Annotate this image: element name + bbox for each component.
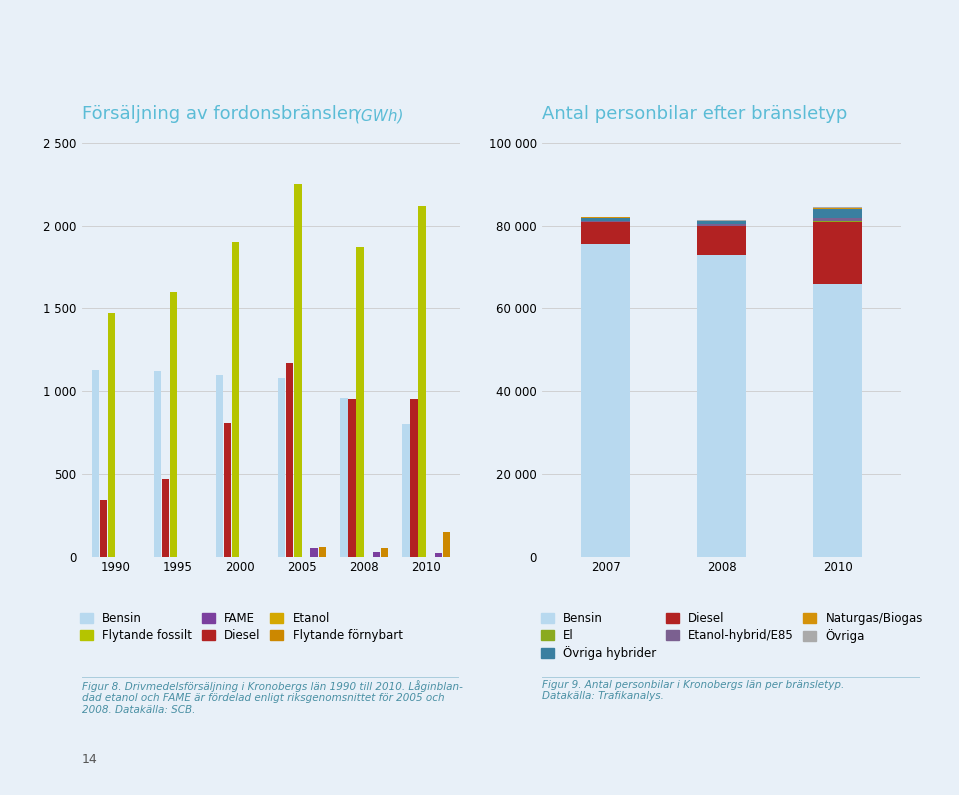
Bar [581,221,630,222]
Bar [697,254,746,556]
Bar [443,532,450,556]
Legend: Bensin, Flytande fossilt, FAME, Diesel, Etanol, Flytande förnybart: Bensin, Flytande fossilt, FAME, Diesel, … [80,612,403,642]
Bar [348,399,356,556]
Text: Antal personbilar efter bränsletyp: Antal personbilar efter bränsletyp [542,105,847,123]
Bar [286,363,293,556]
Bar [813,218,862,222]
Bar [813,284,862,556]
Bar [294,184,301,556]
Bar [581,222,630,244]
Bar [410,399,418,556]
Bar [278,378,286,556]
Bar [318,547,326,556]
Bar [162,479,170,556]
Bar [154,371,161,556]
Bar [403,425,409,556]
Bar [418,206,426,556]
Bar [813,207,862,209]
Bar [697,226,746,254]
Bar [92,370,99,556]
Bar [813,209,862,218]
Legend: Bensin, El, Övriga hybrider, Diesel, Etanol-hybrid/E85, Naturgas/Biogas, Övriga: Bensin, El, Övriga hybrider, Diesel, Eta… [541,612,924,660]
Bar [224,423,231,556]
Bar [232,242,240,556]
Bar [170,292,177,556]
Bar [216,374,223,556]
Bar [311,549,317,556]
Bar [813,222,862,284]
Bar [372,552,380,556]
Bar [697,221,746,224]
Text: (GWh): (GWh) [350,108,404,123]
Bar [581,218,630,221]
Bar [381,549,387,556]
Bar [697,224,746,226]
Text: Figur 8. Drivmedelsförsäljning i Kronobergs län 1990 till 2010. Låginblan-
dad e: Figur 8. Drivmedelsförsäljning i Kronobe… [82,680,462,715]
Bar [108,313,115,556]
Bar [100,500,107,556]
Bar [340,398,347,556]
Bar [434,553,442,556]
Text: 14: 14 [82,753,97,766]
Bar [581,244,630,556]
Text: Försäljning av fordonsbränslen: Försäljning av fordonsbränslen [82,105,359,123]
Text: Figur 9. Antal personbilar i Kronobergs län per bränsletyp.
Datakälla: Trafikana: Figur 9. Antal personbilar i Kronobergs … [542,680,844,701]
Bar [357,247,363,556]
